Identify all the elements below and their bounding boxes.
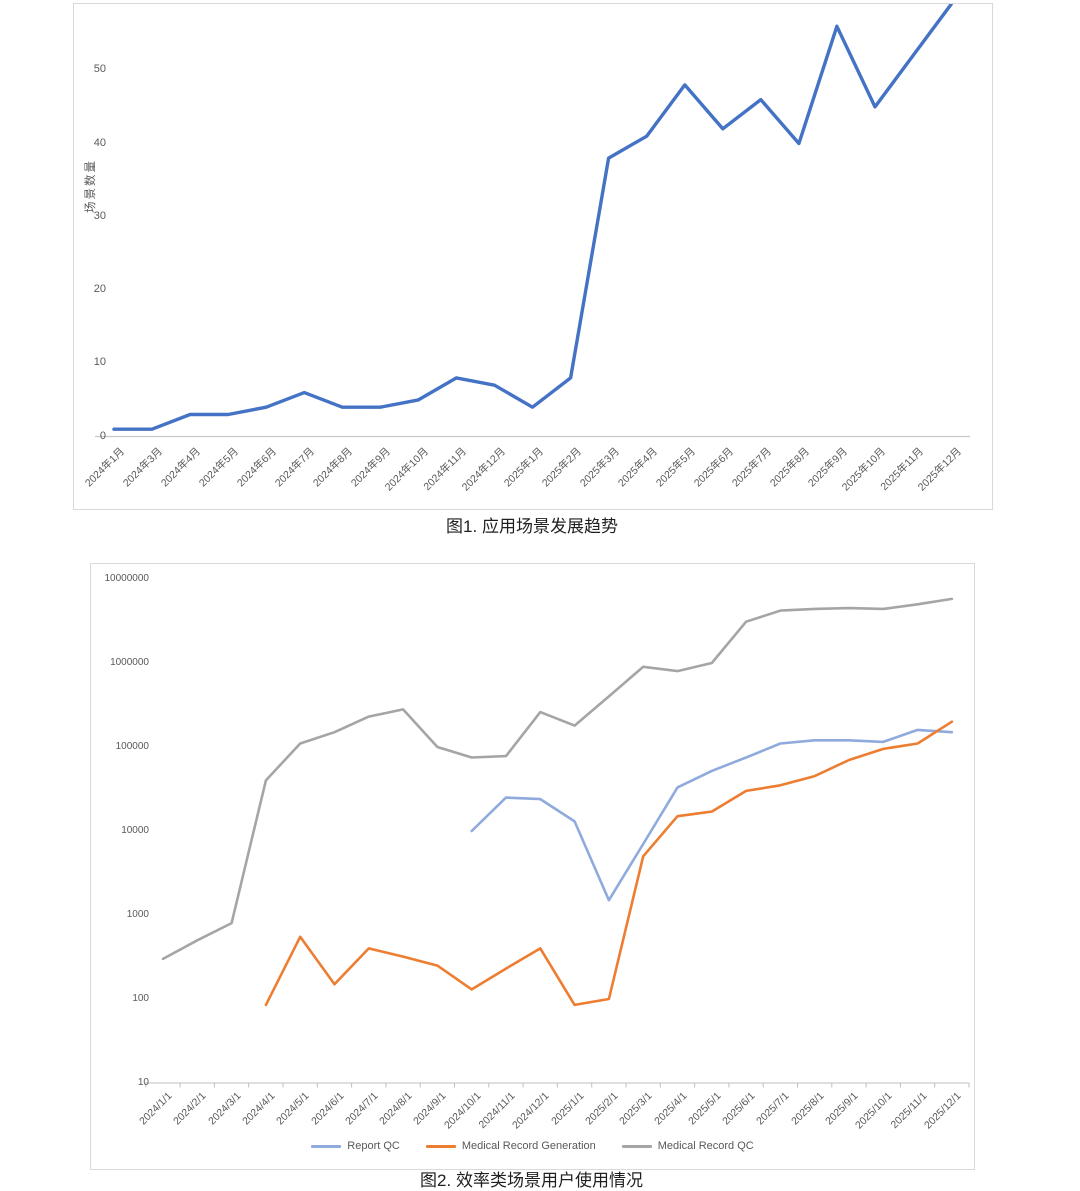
figure2-chart-frame: Report QC Medical Record Generation Medica… bbox=[90, 563, 975, 1170]
legend-label: Medical Record Generation bbox=[461, 1140, 596, 1152]
figure2-y-axis-tick-label: 10000000 bbox=[104, 573, 150, 584]
legend-label: Report QC bbox=[347, 1140, 400, 1152]
legend-line-swatch-medical-record-generation bbox=[425, 1144, 456, 1148]
figure1-y-axis-tick-label: 40 bbox=[93, 136, 106, 149]
figure1-y-axis-tick-label: 0 bbox=[99, 429, 106, 442]
figure1-series-line-scene-count bbox=[112, 4, 953, 431]
figure2-series-line-report-qc bbox=[470, 728, 954, 902]
legend-item-medical-record-qc: Medical Record QC bbox=[621, 1140, 754, 1152]
figure2-y-axis-tick-label: 10 bbox=[137, 1077, 149, 1088]
figure1-y-axis-tick-label: 30 bbox=[93, 209, 106, 222]
legend-item-report-qc: Report QC bbox=[311, 1140, 400, 1152]
legend-line-swatch-medical-record-qc bbox=[621, 1144, 652, 1148]
legend-label: Medical Record QC bbox=[657, 1140, 754, 1152]
figure1-plot bbox=[95, 4, 970, 438]
figure2-legend: Report QC Medical Record Generation Medica… bbox=[91, 1138, 974, 1154]
figure1-y-axis-tick-label: 50 bbox=[93, 63, 106, 76]
figure2-y-axis-tick-label: 10000 bbox=[121, 825, 149, 836]
figure2-plot bbox=[145, 597, 970, 1088]
figure2-series-line-medical-record-qc bbox=[161, 597, 954, 961]
figure2-y-axis-tick-label: 1000000 bbox=[110, 657, 149, 668]
figure1-y-axis-tick-label: 10 bbox=[93, 356, 106, 369]
figure1-chart-frame: 场景数量 0 10 20 30 40 50 2024年1月 2024年3月 2024年4月 202… bbox=[73, 3, 993, 510]
legend-line-swatch-report-qc bbox=[311, 1144, 342, 1148]
figure1-y-axis-tick-label: 20 bbox=[93, 283, 106, 295]
legend-item-medical-record-generation: Medical Record Generation bbox=[425, 1140, 596, 1152]
figure1-caption: 图1. 应用场景发展趋势 bbox=[446, 517, 618, 536]
figure2-y-axis-tick-label: 100000 bbox=[115, 741, 149, 752]
figure2-caption: 图2. 效率类场景用户使用情况 bbox=[420, 1171, 643, 1190]
figure2-series-line-medical-record-generation bbox=[264, 720, 954, 1007]
figure2-y-axis-tick-label: 100 bbox=[132, 993, 149, 1004]
figure2-y-axis-tick-label: 1000 bbox=[126, 909, 149, 920]
